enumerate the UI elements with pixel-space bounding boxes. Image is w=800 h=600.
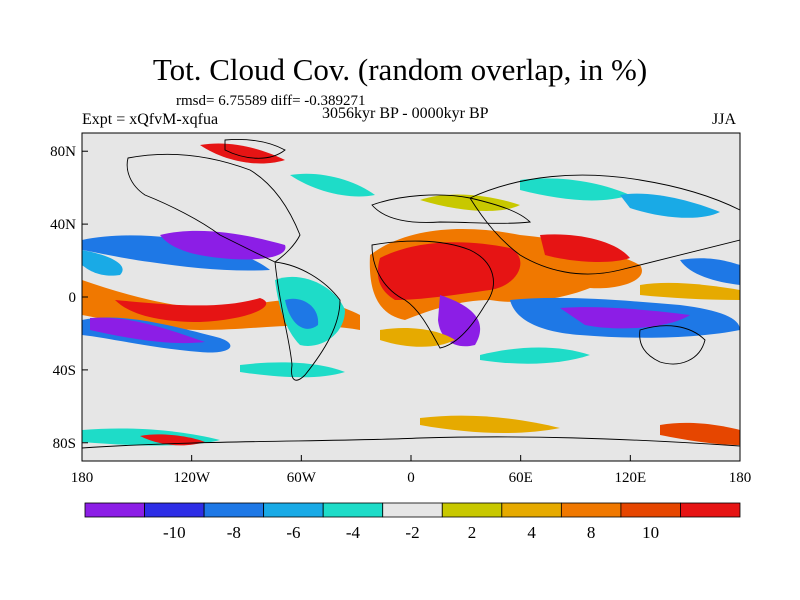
colorbar-swatch — [144, 502, 205, 518]
lat-tick-label: 40S — [53, 363, 76, 379]
experiment-label: Expt = xQfvM-xqfua — [82, 111, 219, 128]
asia-outline — [469, 174, 740, 275]
anomaly-patch — [640, 282, 740, 300]
colorbar-swatch — [680, 502, 741, 518]
australia-outline — [639, 325, 706, 365]
north-america-outline — [126, 153, 301, 263]
anomaly-patch — [680, 258, 740, 285]
colorbar-label: -6 — [286, 523, 300, 542]
longitude-ticks: 180 120W 60W 0 60E 120E 180 — [71, 455, 752, 486]
stats-text: rmsd= 6.75589 diff= -0.389271 — [176, 93, 366, 109]
colorbar — [84, 502, 741, 518]
colorbar-swatch — [263, 502, 324, 518]
colorbar-swatch — [322, 502, 384, 518]
colorbar-label: 2 — [468, 523, 477, 542]
anomaly-patch — [240, 362, 345, 378]
lat-tick-label: 0 — [69, 290, 77, 306]
colorbar-labels: -10 -8 -6 -4 -2 2 4 8 10 — [163, 523, 659, 542]
colorbar-label: -10 — [163, 523, 186, 542]
lon-tick-label: 120W — [173, 470, 211, 486]
colorbar-label: -2 — [405, 523, 419, 542]
colorbar-label: 8 — [587, 523, 596, 542]
latitude-ticks: 80N 40N 0 40S 80S — [50, 144, 88, 452]
anomaly-patch — [420, 194, 520, 212]
anomaly-patch — [540, 234, 630, 262]
colorbar-label: 10 — [642, 523, 659, 542]
south-america-outline — [274, 261, 341, 381]
colorbar-swatch — [501, 502, 562, 518]
lon-tick-label: 60E — [509, 470, 533, 486]
anomaly-patch — [620, 193, 720, 218]
lon-tick-label: 120E — [614, 470, 646, 486]
anomaly-patch — [377, 242, 521, 300]
colorbar-label: -4 — [346, 523, 361, 542]
anomaly-field — [82, 143, 740, 446]
anomaly-patch — [560, 307, 690, 329]
anomaly-patch — [420, 415, 560, 434]
continent-outlines — [82, 139, 740, 449]
period-text: 3056kyr BP - 0000kyr BP — [322, 105, 489, 122]
anomaly-patch — [140, 434, 205, 446]
anomaly-patch — [520, 178, 630, 201]
anomaly-patch — [290, 173, 375, 197]
greenland-outline — [224, 139, 286, 159]
chart-title: Tot. Cloud Cov. (random overlap, in %) — [152, 52, 648, 87]
lon-tick-label: 60W — [287, 470, 317, 486]
colorbar-swatch — [203, 502, 265, 518]
colorbar-swatch — [441, 502, 503, 518]
antarctica-outline — [82, 436, 740, 449]
colorbar-label: -8 — [227, 523, 241, 542]
anomaly-patch — [82, 250, 123, 276]
lat-tick-label: 80S — [53, 436, 76, 452]
anomaly-patch — [438, 295, 481, 347]
colorbar-swatch — [84, 502, 145, 518]
lon-tick-label: 180 — [71, 470, 94, 486]
anomaly-patch — [82, 235, 270, 271]
africa-outline — [371, 240, 494, 349]
anomaly-patch — [480, 347, 590, 364]
colorbar-swatch — [620, 502, 681, 518]
lat-tick-label: 40N — [50, 217, 76, 233]
lon-tick-label: 180 — [729, 470, 752, 486]
anomaly-patch — [285, 298, 319, 329]
lon-tick-label: 0 — [407, 470, 415, 486]
anomaly-patch — [90, 317, 205, 344]
europe-outline — [371, 194, 531, 224]
lat-tick-label: 80N — [50, 144, 76, 160]
anomaly-patch — [660, 422, 740, 445]
colorbar-swatch — [560, 502, 622, 518]
anomaly-patch — [200, 143, 285, 164]
anomaly-patch — [115, 298, 267, 322]
colorbar-label: 4 — [527, 523, 536, 542]
season-label: JJA — [712, 111, 737, 128]
colorbar-swatch — [382, 502, 443, 518]
